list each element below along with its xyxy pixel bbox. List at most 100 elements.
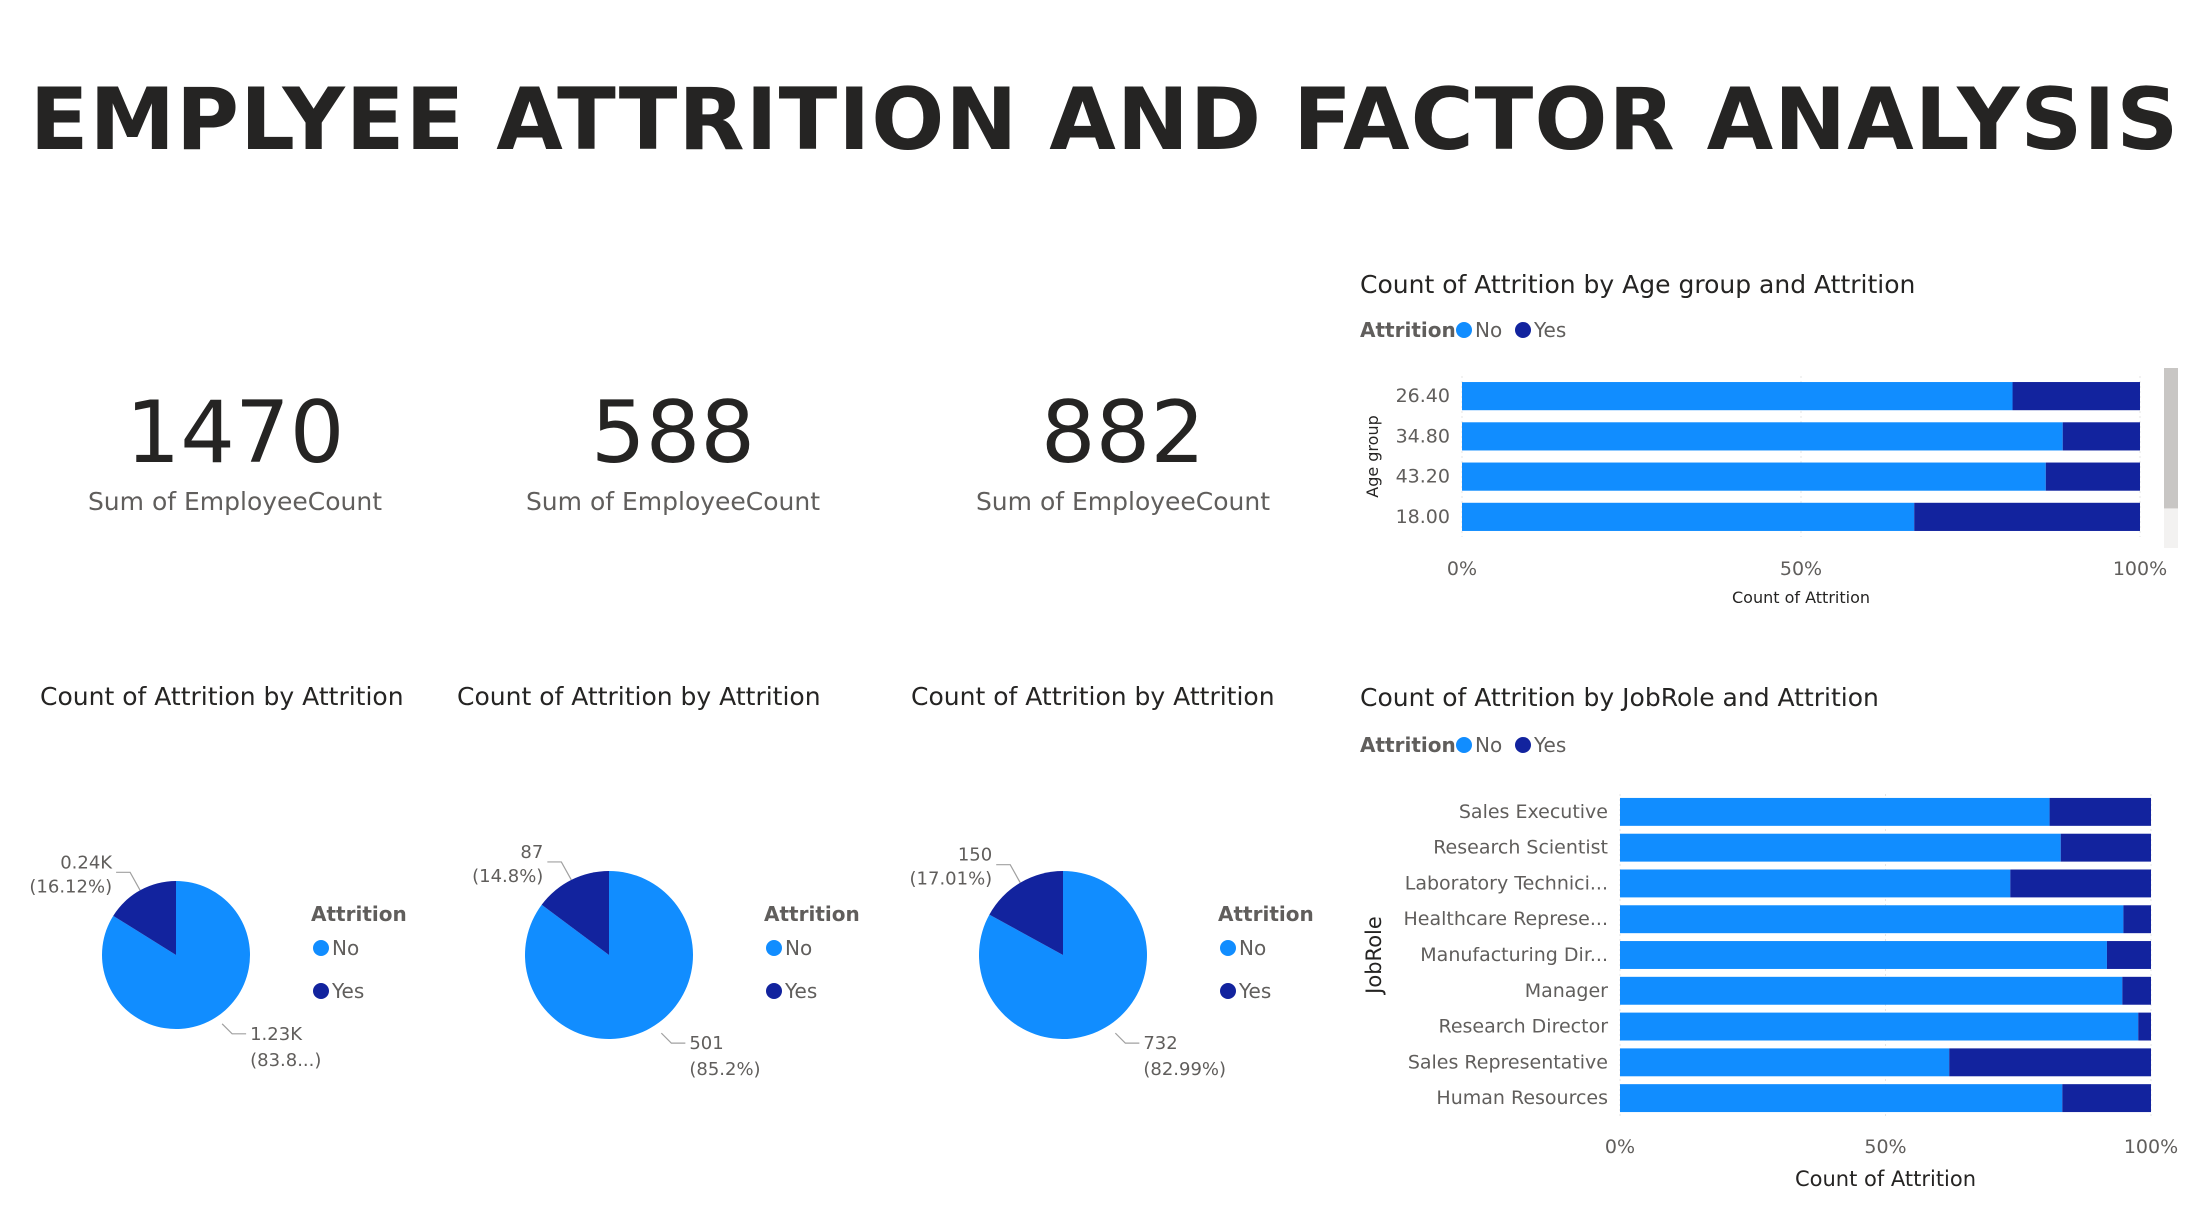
chart-pie-3[interactable]: Count of Attrition by Attrition 150 (17.01… [910,682,1314,1080]
category-label: Manufacturing Dir... [1420,944,1608,966]
x-tick-label: 0% [1605,1136,1635,1158]
legend-item-no[interactable]: No [766,936,812,960]
legend-title: Attrition [1360,733,1456,757]
legend-title: Attrition [764,902,860,926]
data-label-value: 0.24K [60,852,113,873]
legend-marker [1515,322,1531,338]
legend-marker [1515,737,1531,753]
category-label: Research Scientist [1433,837,1608,859]
data-label-percent: (16.12%) [29,876,112,897]
legend-label: No [332,936,359,960]
bar-yes[interactable] [2045,462,2140,491]
bar-no[interactable] [1462,462,2046,491]
pie-slice-yes[interactable] [541,871,609,955]
scrollbar-thumb[interactable] [2164,368,2178,509]
bar-no[interactable] [1620,905,2124,934]
x-tick-label: 50% [1864,1136,1906,1158]
legend-label: Yes [331,979,364,1003]
bar-yes[interactable] [2062,1084,2151,1113]
bar-no[interactable] [1620,833,2061,862]
legend-item-yes[interactable]: Yes [1515,733,1566,757]
chart-pie-1[interactable]: Count of Attrition by Attrition 0.24K (16.… [29,682,406,1071]
legend-item-no[interactable]: No [313,936,359,960]
bar-yes[interactable] [2123,905,2151,934]
category-label: 26.40 [1396,385,1450,407]
data-label-value: 501 [689,1033,723,1054]
y-axis-title: Age group [1363,415,1382,498]
bar-yes[interactable] [2106,941,2151,969]
legend-marker [1456,737,1472,753]
legend-item-no[interactable]: No [1456,318,1502,342]
data-label-percent: (82.99%) [1143,1059,1226,1080]
category-label: 34.80 [1396,425,1450,447]
bar-yes[interactable] [2049,797,2151,826]
bar-no[interactable] [1462,382,2013,411]
bar-no[interactable] [1620,1048,1950,1077]
data-label-percent: (83.8...) [250,1050,321,1071]
bar-no[interactable] [1620,1084,2063,1113]
x-tick-label: 50% [1780,558,1822,580]
data-label-percent: (17.01%) [910,869,993,890]
page-title: EMPLYEE ATTRITION AND FACTOR ANALYSIS [29,70,2180,170]
legend-item-no[interactable]: No [1220,936,1266,960]
legend-title: Attrition [1360,318,1456,342]
chart-pie-2[interactable]: Count of Attrition by Attrition 87 (14.8%)… [457,682,860,1080]
bar-yes[interactable] [1914,502,2140,531]
x-tick-label: 0% [1447,558,1477,580]
category-label: Manager [1525,980,1608,1002]
chart-title: Count of Attrition by Attrition [457,682,821,711]
bar-no[interactable] [1462,502,1915,531]
bar-yes[interactable] [2010,869,2151,898]
kpi-card-second[interactable]: 588 Sum of EmployeeCount [463,385,883,516]
kpi-card-third[interactable]: 882 Sum of EmployeeCount [913,385,1333,516]
bar-no[interactable] [1620,869,2011,898]
category-label: Human Resources [1436,1087,1608,1109]
legend-label: Yes [1533,318,1566,342]
chart-title: Count of Attrition by Attrition [911,682,1275,711]
bar-yes[interactable] [2138,1012,2151,1041]
legend-label: No [1475,733,1502,757]
bar-no[interactable] [1620,797,2050,826]
kpi-value: 588 [590,383,756,483]
bar-yes[interactable] [2060,833,2151,862]
legend-label: Yes [1533,733,1566,757]
bar-no[interactable] [1620,1012,2139,1041]
bar-yes[interactable] [2012,382,2140,411]
category-label: Healthcare Represe... [1404,908,1609,930]
kpi-card-total[interactable]: 1470 Sum of EmployeeCount [25,385,445,516]
chart-job-role[interactable]: Count of Attrition by JobRole and Attrit… [1360,683,2178,1191]
bar-no[interactable] [1620,941,2107,969]
kpi-label: Sum of EmployeeCount [975,487,1271,516]
chart-title: Count of Attrition by Attrition [40,682,404,711]
data-label-percent: (85.2%) [689,1059,760,1080]
legend-marker [1220,983,1236,999]
category-label: 43.20 [1396,466,1450,488]
legend-marker [1220,940,1236,956]
legend-item-yes[interactable]: Yes [766,979,817,1003]
legend-item-yes[interactable]: Yes [313,979,364,1003]
legend-title: Attrition [311,902,407,926]
legend-item-no[interactable]: No [1456,733,1502,757]
bar-yes[interactable] [1949,1048,2151,1077]
bar-no[interactable] [1620,976,2123,1005]
pie-slice-yes[interactable] [989,871,1063,955]
kpi-value: 1470 [125,383,345,483]
bar-yes[interactable] [2122,976,2151,1005]
legend-marker [313,983,329,999]
data-label-percent: (14.8%) [472,866,543,887]
data-label-value: 732 [1143,1033,1177,1054]
pie-slice-yes[interactable] [113,881,176,955]
bar-yes[interactable] [2062,422,2140,451]
legend-marker [1456,322,1472,338]
kpi-label: Sum of EmployeeCount [525,487,821,516]
x-axis-title: Count of Attrition [1732,588,1870,607]
bar-no[interactable] [1462,422,2063,451]
legend-item-yes[interactable]: Yes [1220,979,1271,1003]
data-label-value: 87 [520,842,543,863]
x-tick-label: 100% [2113,558,2167,580]
chart-age-group[interactable]: Count of Attrition by Age group and Attr… [1360,270,2178,607]
category-label: 18.00 [1396,506,1450,528]
legend-item-yes[interactable]: Yes [1515,318,1566,342]
chart-title: Count of Attrition by JobRole and Attrit… [1360,683,1879,712]
